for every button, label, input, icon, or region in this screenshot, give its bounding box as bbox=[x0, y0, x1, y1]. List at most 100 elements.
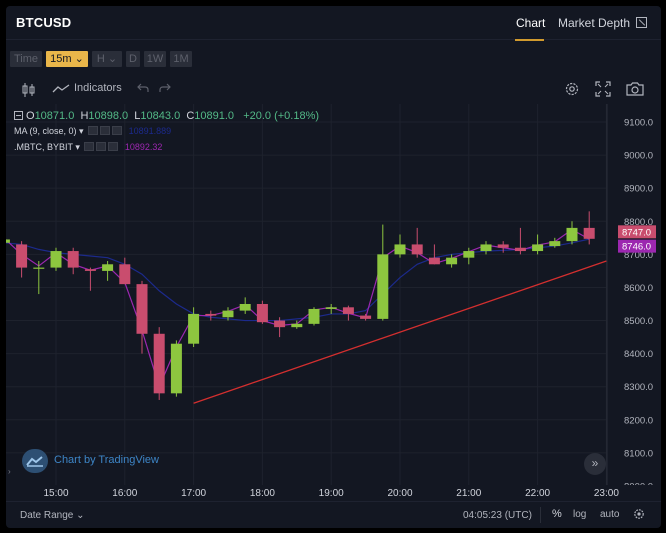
candle[interactable] bbox=[50, 247, 62, 271]
candle[interactable] bbox=[188, 307, 200, 348]
utc-clock[interactable]: 04:05:23 (UTC) bbox=[463, 510, 532, 521]
candle[interactable] bbox=[583, 211, 595, 245]
active-tab-indicator bbox=[515, 39, 544, 41]
candle-body bbox=[583, 227, 595, 239]
candle[interactable] bbox=[360, 313, 372, 321]
candle-body bbox=[360, 315, 372, 319]
mbtc-study-label: .MBTC, BYBIT bbox=[14, 142, 73, 152]
candle-body bbox=[84, 269, 96, 271]
candle[interactable] bbox=[67, 247, 79, 275]
price-label: 8746.0 bbox=[618, 239, 656, 253]
mbtc-study-legend[interactable]: .MBTC, BYBIT ▾ 10892.32 bbox=[14, 142, 163, 152]
candle[interactable] bbox=[394, 234, 406, 258]
candle[interactable] bbox=[84, 267, 96, 291]
candle[interactable] bbox=[308, 307, 320, 326]
time-axis[interactable]: 15:00 16:00 17:00 18:00 19:00 20:00 21:00 22:00… bbox=[6, 484, 661, 502]
candle[interactable] bbox=[222, 307, 234, 321]
ma-line bbox=[6, 238, 590, 322]
candle[interactable] bbox=[153, 327, 165, 400]
interval-time-button[interactable]: Time bbox=[10, 51, 42, 67]
high-value: 10898.0 bbox=[88, 110, 129, 122]
candle[interactable] bbox=[532, 234, 544, 255]
price-tick-label: 9000.0 bbox=[624, 151, 653, 162]
watermark-text: Chart by TradingView bbox=[54, 454, 159, 466]
study-settings-icon[interactable] bbox=[96, 142, 107, 151]
camera-icon[interactable] bbox=[626, 82, 644, 96]
candle[interactable] bbox=[136, 280, 148, 354]
candle[interactable] bbox=[514, 227, 526, 255]
candle[interactable] bbox=[411, 227, 423, 258]
price-tick-label: 8600.0 bbox=[624, 283, 653, 294]
candle[interactable] bbox=[102, 260, 114, 281]
candle[interactable] bbox=[342, 305, 354, 321]
close-value: 10891.0 bbox=[194, 110, 235, 122]
interval-15m-button[interactable]: 15m ⌄ bbox=[46, 51, 88, 67]
remove-study-icon[interactable] bbox=[108, 142, 119, 151]
candle-body bbox=[50, 251, 62, 268]
change-value: +20.0 (+0.18%) bbox=[243, 110, 320, 122]
interval-week-button[interactable]: 1W bbox=[144, 51, 166, 67]
candle[interactable] bbox=[463, 247, 475, 265]
price-label-text: 8746.0 bbox=[622, 242, 651, 253]
auto-scale-button[interactable]: auto bbox=[600, 509, 620, 520]
fullscreen-icon[interactable] bbox=[595, 81, 611, 97]
percent-scale-button[interactable]: % bbox=[552, 508, 562, 520]
scroll-to-realtime-button[interactable]: » bbox=[584, 453, 606, 475]
ohlc-legend: O10871.0 H10898.0 L10843.0 C10891.0 +20.… bbox=[14, 110, 319, 122]
interval-hour-button[interactable]: H ⌄ bbox=[92, 51, 122, 67]
candle-body bbox=[377, 254, 389, 319]
candle-body bbox=[308, 308, 320, 324]
settings-gear-icon[interactable] bbox=[564, 81, 580, 97]
grid-lines bbox=[6, 104, 607, 485]
candle[interactable] bbox=[377, 224, 389, 321]
candle-body bbox=[222, 310, 234, 318]
study-settings-icon[interactable] bbox=[100, 126, 111, 135]
tab-chart[interactable]: Chart bbox=[516, 16, 546, 30]
candle[interactable] bbox=[549, 237, 561, 248]
candle[interactable] bbox=[170, 340, 182, 397]
candle[interactable] bbox=[205, 310, 217, 321]
candle[interactable] bbox=[239, 297, 251, 314]
candles-group bbox=[6, 211, 595, 400]
gear-icon[interactable] bbox=[633, 508, 645, 520]
undo-icon[interactable] bbox=[137, 83, 149, 93]
interval-day-button[interactable]: D bbox=[126, 51, 140, 67]
candle-body bbox=[67, 251, 79, 268]
candle[interactable] bbox=[119, 257, 131, 285]
low-key: L bbox=[134, 110, 141, 122]
price-chart[interactable]: 9100.0 9000.0 8900.0 8800.0 8700.0 8600.0 8500… bbox=[6, 104, 661, 485]
low-value: 10843.0 bbox=[140, 110, 181, 122]
candle-body bbox=[566, 227, 578, 242]
ma-study-legend[interactable]: MA (9, close, 0) ▾ 10891.889 bbox=[14, 126, 172, 136]
tab-market-depth[interactable]: Market Depth bbox=[558, 16, 631, 30]
candle[interactable] bbox=[256, 300, 268, 324]
trend-line[interactable] bbox=[193, 260, 607, 404]
indicators-icon bbox=[52, 84, 70, 93]
expand-icon[interactable] bbox=[636, 17, 647, 28]
eye-icon[interactable] bbox=[88, 126, 99, 135]
candle[interactable] bbox=[274, 317, 286, 338]
candle[interactable] bbox=[6, 235, 10, 248]
collapse-legend-icon[interactable] bbox=[14, 111, 23, 120]
candle-body bbox=[33, 267, 45, 269]
candle[interactable] bbox=[446, 254, 458, 268]
candle[interactable] bbox=[291, 320, 303, 329]
candle-body bbox=[6, 239, 10, 243]
candle[interactable] bbox=[566, 221, 578, 245]
date-range-button[interactable]: Date Range ⌄ bbox=[20, 510, 85, 521]
candle[interactable] bbox=[480, 241, 492, 255]
candle[interactable] bbox=[16, 241, 28, 278]
redo-icon[interactable] bbox=[159, 83, 171, 93]
left-collapse-icon[interactable]: › bbox=[8, 467, 11, 476]
interval-month-button[interactable]: 1M bbox=[170, 51, 192, 67]
candle-body bbox=[291, 323, 303, 328]
remove-study-icon[interactable] bbox=[112, 126, 123, 135]
candles-icon[interactable] bbox=[22, 82, 36, 98]
candle[interactable] bbox=[33, 260, 45, 295]
candle-body bbox=[463, 251, 475, 258]
log-scale-button[interactable]: log bbox=[573, 509, 587, 520]
candle[interactable] bbox=[497, 241, 509, 253]
eye-icon[interactable] bbox=[84, 142, 95, 151]
candle[interactable] bbox=[428, 244, 440, 265]
candle[interactable] bbox=[325, 303, 337, 314]
